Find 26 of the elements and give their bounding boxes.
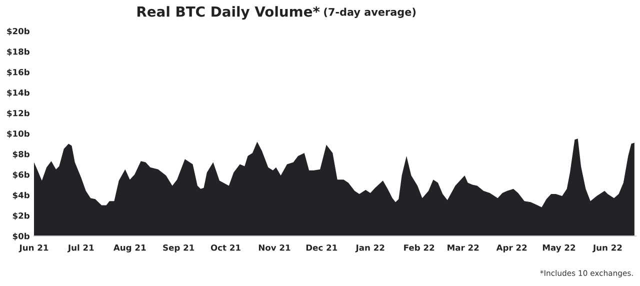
y-tick-label: $0b	[12, 232, 30, 240]
y-tick-label: $20b	[7, 28, 30, 36]
x-tick-label: Apr 22	[496, 244, 527, 252]
x-tick-label: Feb 22	[404, 244, 434, 251]
y-tick-label: $18b	[7, 48, 30, 56]
x-tick-label: Oct 21	[210, 244, 240, 251]
x-tick-label: Dec 21	[306, 244, 338, 251]
x-tick-label: Aug 21	[114, 244, 146, 252]
x-tick-label: Jun 21	[18, 244, 48, 252]
x-tick-label: May 22	[542, 244, 576, 252]
x-tick-label: Nov 21	[258, 244, 290, 251]
y-tick-label: $6b	[12, 171, 30, 179]
x-tick-label: Jun 22	[592, 244, 622, 252]
y-tick-label: $16b	[7, 68, 30, 76]
y-tick-label: $10b	[7, 130, 30, 138]
x-tick-label: Jul 21	[67, 244, 94, 252]
chart-title: Real BTC Daily Volume*	[137, 6, 320, 20]
y-tick-label: $8b	[12, 150, 30, 158]
x-tick-label: Sep 21	[163, 244, 194, 252]
y-tick-label: $2b	[12, 212, 30, 220]
x-tick-label: Mar 22	[448, 244, 479, 251]
y-tick-label: $12b	[7, 110, 30, 118]
chart-subtitle: (7-day average)	[324, 8, 416, 18]
x-tick-label: Jan 22	[355, 244, 384, 252]
y-tick-label: $14b	[7, 89, 30, 97]
y-tick-label: $4b	[12, 192, 30, 200]
